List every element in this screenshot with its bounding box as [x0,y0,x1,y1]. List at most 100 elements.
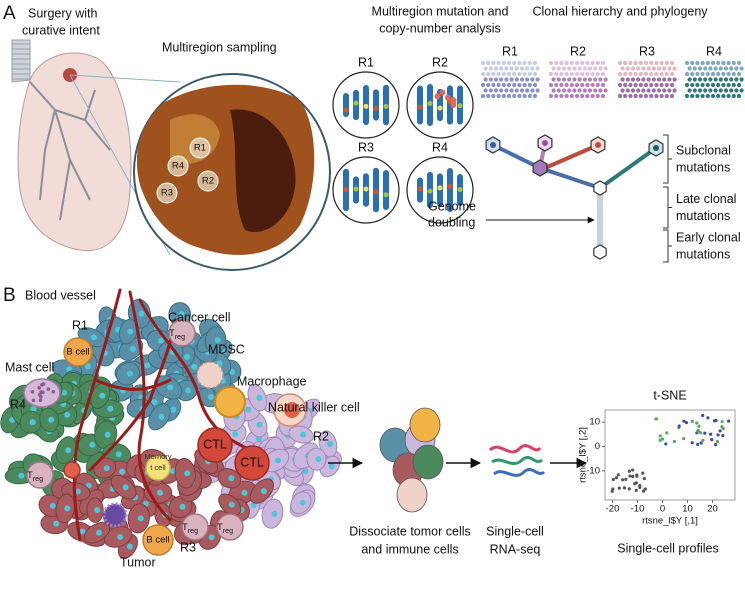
sample-site [167,155,189,177]
clone-dot [582,88,587,93]
sample-site [156,182,178,204]
clone-dot [493,77,499,82]
clone-dot [577,88,582,93]
clone-dot [548,71,554,77]
nucleus [327,441,333,447]
clone-dot [517,82,522,88]
nucleus [208,534,215,541]
clone-dot [646,77,651,82]
clone-dot [506,60,512,66]
region-label: R1 [502,44,518,58]
tsne-title: t-SNE [653,388,686,402]
branch [544,143,599,170]
clone-dot [496,93,501,99]
clone-dot [687,88,692,93]
clone-dot [695,82,700,88]
clone-dot [559,82,564,88]
clone-dot [628,60,633,66]
clone-dot [499,88,504,93]
clone-dot [649,93,654,99]
clone-dot [620,77,625,82]
nucleus [256,421,263,428]
tsne-point [727,419,731,423]
clone-dot [569,60,574,66]
nucleus [260,488,267,495]
clone-dot [623,71,628,77]
clone-dot [480,82,486,88]
granule [39,390,43,394]
clone-dot [726,93,731,99]
clone-dot [736,60,742,66]
treg-label: Treg [182,522,198,535]
nucleus [271,510,278,517]
mutation [437,185,443,191]
clone-dot [643,93,649,99]
rna-strand [488,444,542,454]
clone-dot [593,66,598,71]
clone-dot [723,77,729,82]
nucleus [157,489,163,496]
tsne-point [714,418,718,423]
clone-dot [556,77,561,82]
clone-dot [630,66,636,71]
clone-dot [574,71,580,77]
clone-dot [672,66,677,71]
nucleus [151,399,158,406]
clone-dot [551,66,556,71]
clone-dot [726,60,731,66]
clone-dot [496,82,501,88]
clone-dot [708,77,713,82]
granule [31,398,36,403]
clone-dot [569,93,574,99]
clone-dot [504,77,509,82]
immune-cell [234,445,270,481]
nucleus [30,406,37,413]
mutation [427,100,433,106]
tsne-point [677,424,681,428]
clone-dot [499,77,504,82]
tsne-point [709,432,713,436]
clone-dot [721,82,726,88]
region-label: R2 [432,55,448,69]
nucleus [65,447,72,454]
clone-dot [501,82,506,88]
treg-label: Treg [169,328,185,341]
clone-dot [590,93,595,99]
clone-dot [690,82,695,88]
clone-dot [501,93,506,99]
region-label: R1 [194,143,206,154]
clone-dot [643,71,649,77]
tsne-point [714,443,718,447]
clone-dot [567,77,572,82]
clone-dot [729,77,734,82]
clone-dot [636,66,641,71]
tsne-point [699,441,703,445]
clone-dot [716,71,721,77]
granule [38,398,43,403]
clone-dot [672,88,677,93]
clone-dot [649,82,654,88]
clone-dot [633,71,638,77]
clone-dot [669,60,675,66]
bracket-label: Late clonal [676,192,736,206]
clone-dot [567,66,572,71]
clone-dot [590,82,595,88]
clone-dot [721,93,726,99]
cell-type-label: Tumor [120,555,156,569]
tsne-point [631,474,635,479]
nk-core [284,402,300,418]
clone-dot [630,88,636,93]
clone-dot [525,88,530,93]
nucleus [64,505,71,512]
clone-dot [659,71,664,77]
tsne-point [697,424,701,428]
clone-dot [690,71,695,77]
clone-dot [710,93,716,99]
clone-dot [522,60,527,66]
clone-dot [633,60,638,66]
clone-dot [651,88,656,93]
x-axis-label: rtsne_l$Y [,1] [642,516,698,527]
clone-dot [700,93,705,99]
